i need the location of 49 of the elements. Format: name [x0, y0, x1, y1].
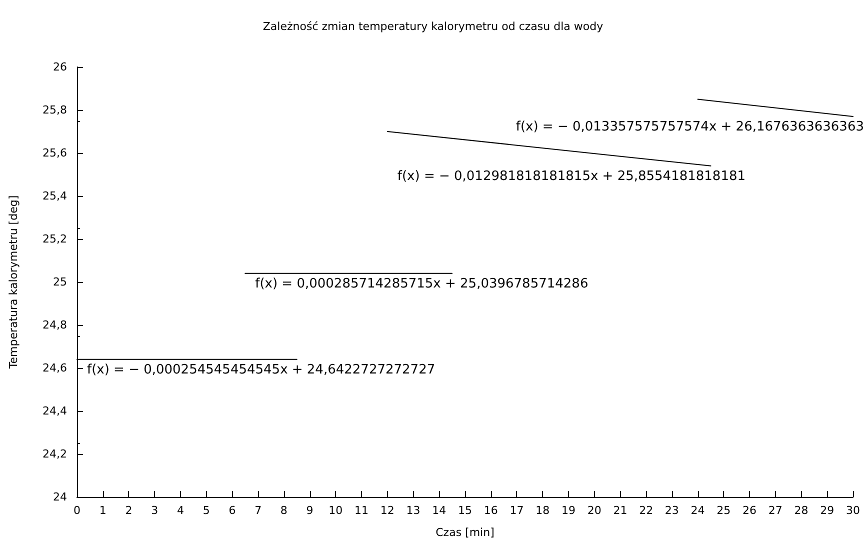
- annotation: f(x) = − 0,013357575757574x + 26,1676363636363: [516, 119, 864, 134]
- x-tick-label: 11: [354, 504, 369, 517]
- x-tick-label: 4: [176, 504, 184, 517]
- y-tick-label: 25,8: [42, 104, 67, 116]
- y-tick-label: 25,6: [42, 146, 67, 160]
- x-tick-label: 14: [432, 504, 446, 517]
- x-tick-label: 24: [690, 504, 705, 517]
- y-axis-title: Temperatura kalorymetru [deg]: [7, 195, 20, 370]
- x-tick-label: 8: [280, 504, 288, 517]
- x-tick-label: 2: [125, 504, 132, 517]
- x-tick-label: 20: [587, 504, 602, 517]
- x-tick-label: 5: [202, 504, 210, 517]
- x-tick-label: 7: [254, 504, 262, 517]
- y-tick-label: 25,2: [42, 232, 67, 246]
- y-tick-label: 25: [53, 276, 67, 288]
- x-tick-label: 15: [458, 504, 472, 517]
- x-tick-label: 25: [716, 504, 731, 517]
- y-tick-label: 26: [53, 60, 67, 74]
- y-tick-label: 24,2: [42, 448, 67, 460]
- y-tick-label: 24: [53, 490, 67, 504]
- x-tick-label: 29: [820, 504, 834, 517]
- annotation: f(x) = − 0,000254545454545x + 24,6422727272727: [87, 362, 436, 378]
- x-tick-label: 23: [664, 504, 679, 517]
- x-tick-label: 17: [510, 504, 524, 517]
- x-tick-label: 16: [484, 504, 498, 517]
- annotation: f(x) = 0,000285714285715x + 25,0396785714286: [255, 276, 588, 292]
- x-axis-title: Czas [min]: [436, 526, 494, 539]
- x-tick-label: 1: [99, 504, 106, 517]
- annotation: f(x) = − 0,012981818181815x + 25,8554181818181: [397, 168, 746, 184]
- x-tick-label: 22: [639, 504, 654, 517]
- x-tick-label: 9: [306, 504, 314, 517]
- chart-title: Zależność zmian temperatury kalorymetru od czasu dla wody: [262, 20, 604, 33]
- x-tick-label: 28: [794, 504, 808, 517]
- y-tick-label: 24,4: [42, 404, 67, 418]
- x-tick-label: 21: [613, 504, 628, 517]
- y-tick-label: 24,8: [42, 318, 67, 332]
- y-tick-label: 24,6: [42, 362, 67, 374]
- x-tick-label: 10: [328, 504, 343, 517]
- x-tick-label: 6: [228, 504, 236, 517]
- x-tick-label: 13: [406, 504, 420, 517]
- y-tick-label: 25,4: [42, 190, 67, 202]
- x-tick-label: 18: [536, 504, 550, 517]
- x-tick-label: 30: [846, 504, 860, 517]
- x-tick-label: 26: [742, 504, 757, 517]
- x-tick-label: 27: [768, 504, 782, 517]
- x-tick-label: 0: [74, 504, 80, 517]
- x-tick-label: 3: [151, 504, 158, 517]
- x-tick-label: 19: [561, 504, 576, 517]
- x-tick-label: 12: [380, 504, 394, 517]
